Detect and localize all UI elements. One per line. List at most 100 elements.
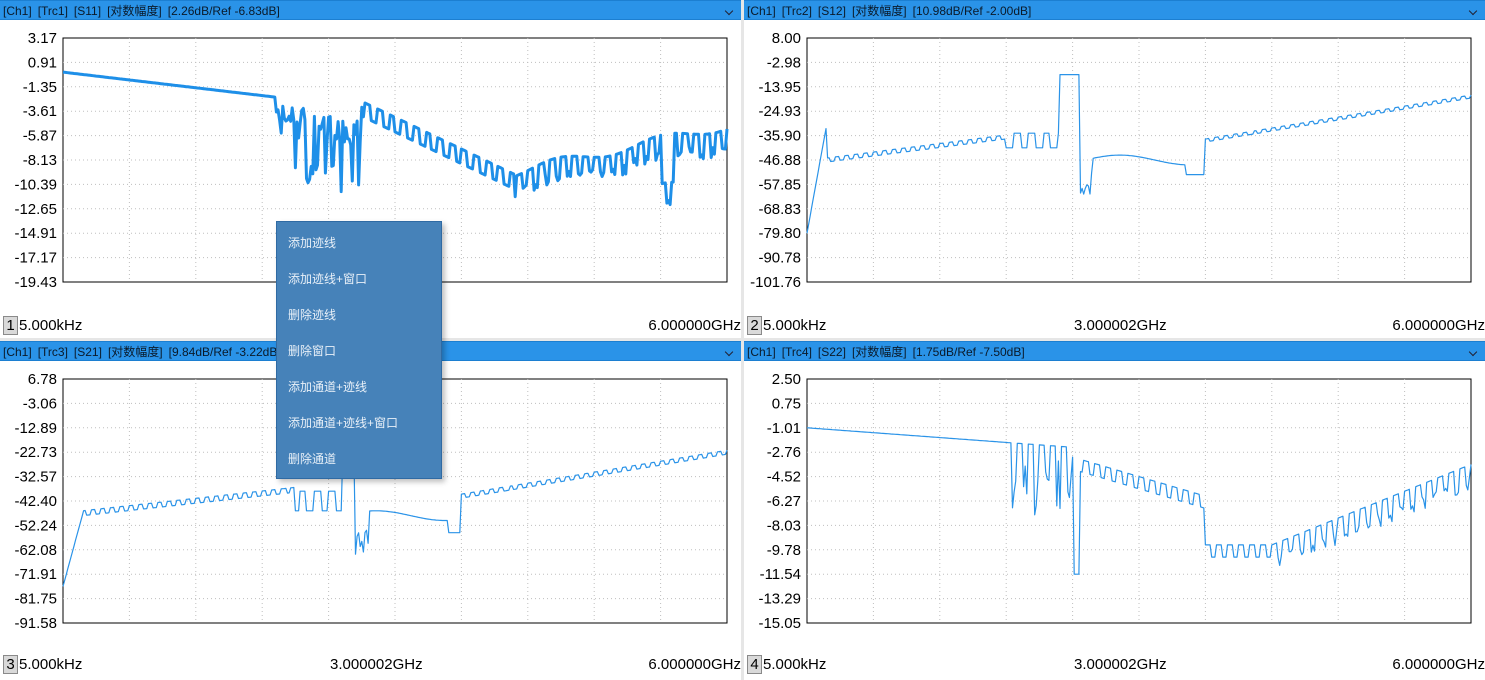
- plot-area-4[interactable]: 2.50 0.75 -1.01 -2.76 -4.52 -6.27 -8.03 -9.78 -1…: [744, 361, 1485, 659]
- y-tick-label: -1.01: [767, 420, 801, 437]
- y-tick-label: -35.90: [758, 128, 801, 145]
- y-tick-label: -68.83: [758, 201, 801, 218]
- y-tick-label: 0.75: [772, 395, 801, 412]
- y-tick-label: -3.61: [23, 103, 57, 120]
- start-frequency: 5.000kHz: [763, 655, 826, 675]
- stop-frequency: 6.000000GHz: [1392, 655, 1485, 675]
- y-tick-label: -101.76: [750, 274, 801, 291]
- y-tick-label: -3.06: [23, 395, 57, 412]
- start-frequency: 5.000kHz: [19, 655, 82, 675]
- y-tick-label: 6.78: [28, 371, 57, 388]
- y-tick-label: -22.73: [14, 444, 57, 461]
- menu-item-delete-window[interactable]: 删除窗口: [288, 341, 336, 361]
- y-tick-label: -19.43: [14, 274, 57, 291]
- y-tick-label: -46.88: [758, 152, 801, 169]
- center-frequency: 3.000002GHz: [1074, 316, 1167, 336]
- y-tick-label: -71.91: [14, 566, 57, 583]
- y-tick-label: -24.93: [758, 103, 801, 120]
- header-format: [对数幅度]: [107, 4, 162, 18]
- horizontal-divider[interactable]: [0, 338, 1485, 341]
- trace-panel-4[interactable]: [Ch1] [Trc4] [S22] [对数幅度] [1.75dB/Ref -7.50d…: [744, 341, 1485, 680]
- y-tick-label: -79.80: [758, 225, 801, 242]
- y-tick-label: -5.87: [23, 128, 57, 145]
- header-sparam: [S11]: [74, 4, 101, 18]
- y-tick-label: -4.52: [767, 469, 801, 486]
- y-tick-label: -1.35: [23, 79, 57, 96]
- header-trace: [Trc4]: [782, 345, 812, 359]
- start-frequency: 5.000kHz: [763, 316, 826, 336]
- trace-footer-2: 2 5.000kHz 3.000002GHz 6.000000GHz: [744, 316, 1485, 336]
- header-scale: [2.26dB/Ref -6.83dB]: [168, 4, 280, 18]
- y-tick-label: 8.00: [772, 30, 801, 47]
- window-number-badge[interactable]: 4: [747, 655, 762, 674]
- y-tick-label: -62.08: [14, 542, 57, 559]
- trace-header-4[interactable]: [Ch1] [Trc4] [S22] [对数幅度] [1.75dB/Ref -7.50d…: [744, 341, 1485, 361]
- header-channel: [Ch1]: [747, 345, 776, 359]
- header-trace: [Trc1]: [38, 4, 68, 18]
- y-tick-label: -6.27: [767, 493, 801, 510]
- stop-frequency: 6.000000GHz: [648, 316, 741, 336]
- y-tick-label: -9.78: [767, 542, 801, 559]
- header-channel: [Ch1]: [3, 345, 32, 359]
- y-tick-label: -90.78: [758, 250, 801, 267]
- header-sparam: [S12]: [818, 4, 846, 18]
- trace-header-2[interactable]: [Ch1] [Trc2] [S12] [对数幅度] [10.98dB/Ref -2.00…: [744, 0, 1485, 20]
- y-tick-label: -13.29: [758, 591, 801, 608]
- y-tick-label: -12.89: [14, 420, 57, 437]
- stop-frequency: 6.000000GHz: [648, 655, 741, 675]
- menu-item-delete-trace[interactable]: 删除迹线: [288, 305, 336, 325]
- y-tick-label: -12.65: [14, 201, 57, 218]
- y-tick-label: -14.91: [14, 225, 57, 242]
- menu-item-delete-channel[interactable]: 删除通道: [288, 449, 336, 469]
- y-tick-label: -15.05: [758, 615, 801, 632]
- plot-area-2[interactable]: 8.00 -2.98 -13.95 -24.93 -35.90 -46.88 -57.85 -…: [744, 20, 1485, 318]
- y-tick-label: -2.76: [767, 444, 801, 461]
- trace-footer-4: 4 5.000kHz 3.000002GHz 6.000000GHz: [744, 655, 1485, 675]
- header-trace: [Trc2]: [782, 4, 812, 18]
- header-sparam: [S22]: [818, 345, 846, 359]
- center-frequency: 3.000002GHz: [1074, 655, 1167, 675]
- trace-header-1[interactable]: [Ch1] [Trc1] [S11] [对数幅度] [2.26dB/Ref -6.83d…: [0, 0, 741, 20]
- y-tick-label: -91.58: [14, 615, 57, 632]
- window-number-badge[interactable]: 2: [747, 316, 762, 335]
- y-tick-label: 3.17: [28, 30, 57, 47]
- menu-item-add-channel-trace[interactable]: 添加通道+迹线: [288, 377, 367, 397]
- trace-panel-2[interactable]: [Ch1] [Trc2] [S12] [对数幅度] [10.98dB/Ref -2.00…: [744, 0, 1485, 338]
- header-scale: [10.98dB/Ref -2.00dB]: [913, 4, 1032, 18]
- y-tick-label: -2.98: [767, 54, 801, 71]
- y-tick-label: 2.50: [772, 371, 801, 388]
- center-frequency: 3.000002GHz: [330, 655, 423, 675]
- chevron-down-icon[interactable]: [723, 1, 737, 19]
- y-tick-label: -52.24: [14, 517, 57, 534]
- y-tick-label: -32.57: [14, 469, 57, 486]
- menu-item-add-trace-window[interactable]: 添加迹线+窗口: [288, 269, 367, 289]
- header-trace: [Trc3]: [38, 345, 68, 359]
- stop-frequency: 6.000000GHz: [1392, 316, 1485, 336]
- y-tick-label: -42.40: [14, 493, 57, 510]
- y-tick-label: -8.03: [767, 517, 801, 534]
- y-tick-label: -17.17: [14, 250, 57, 267]
- header-channel: [Ch1]: [747, 4, 776, 18]
- y-tick-label: 0.91: [28, 54, 57, 71]
- header-format: [对数幅度]: [852, 345, 907, 359]
- start-frequency: 5.000kHz: [19, 316, 82, 336]
- chevron-down-icon[interactable]: [1467, 342, 1481, 360]
- header-channel: [Ch1]: [3, 4, 32, 18]
- context-menu: 添加迹线 添加迹线+窗口 删除迹线 删除窗口 添加通道+迹线 添加通道+迹线+窗…: [276, 221, 442, 479]
- header-scale: [9.84dB/Ref -3.22dB]: [169, 345, 281, 359]
- window-number-badge[interactable]: 1: [3, 316, 18, 335]
- y-tick-label: -13.95: [758, 79, 801, 96]
- menu-item-add-trace[interactable]: 添加迹线: [288, 233, 336, 253]
- menu-item-add-channel-trace-window[interactable]: 添加通道+迹线+窗口: [288, 413, 398, 433]
- window-number-badge[interactable]: 3: [3, 655, 18, 674]
- y-tick-label: -10.39: [14, 176, 57, 193]
- y-tick-label: -57.85: [758, 176, 801, 193]
- header-format: [对数幅度]: [852, 4, 907, 18]
- chevron-down-icon[interactable]: [723, 342, 737, 360]
- y-tick-label: -81.75: [14, 591, 57, 608]
- y-tick-label: -11.54: [760, 566, 801, 583]
- header-sparam: [S21]: [74, 345, 102, 359]
- y-tick-label: -8.13: [23, 152, 57, 169]
- header-format: [对数幅度]: [108, 345, 163, 359]
- chevron-down-icon[interactable]: [1467, 1, 1481, 19]
